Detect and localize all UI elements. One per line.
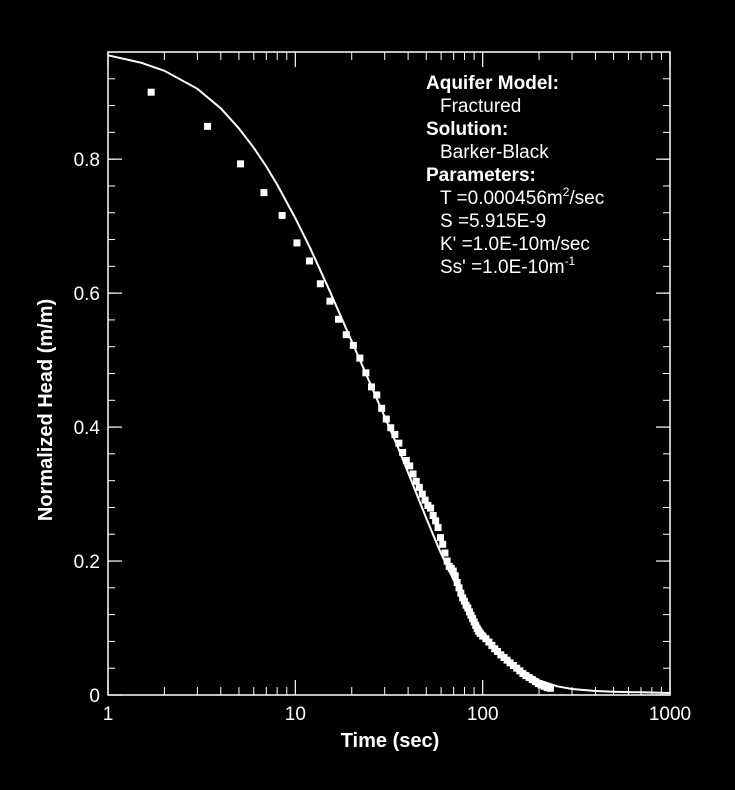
observed-point [260,189,268,197]
observed-point [439,540,447,548]
observed-point [432,517,440,525]
observed-point [378,404,386,412]
observed-points [147,88,554,692]
observed-point [367,383,375,391]
y-tick-label: 0.6 [74,284,100,305]
observed-point [436,534,444,542]
observed-point [415,483,423,491]
observed-point [464,604,472,612]
observed-point [293,239,301,247]
y-tick-label: 0.2 [74,552,100,573]
observed-point [147,88,155,96]
x-tick-label: 100 [467,704,499,725]
legend-param-k: K' =1.0E-10m/sec [440,234,590,255]
observed-point [449,567,457,575]
observed-point [409,470,417,478]
observed-point [412,477,420,485]
observed-point [460,597,468,605]
observed-point [387,424,395,432]
observed-point [356,354,364,362]
observed-point [434,524,442,532]
observed-point [373,391,381,399]
observed-point [316,280,324,288]
observed-point [382,415,390,423]
observed-point [421,496,429,504]
observed-point [457,589,465,597]
observed-point [362,369,370,377]
observed-point [443,557,451,565]
observed-point [429,511,437,519]
legend: Aquifer Model: Fractured Solution: Barke… [426,73,604,278]
observed-point [204,122,212,130]
x-axis-title: Time (sec) [341,730,440,752]
observed-point [326,297,334,305]
y-tick-label: 0.4 [74,418,101,439]
observed-point [455,584,463,592]
observed-point [418,490,426,498]
observed-point [402,457,410,465]
legend-param-ss: Ss' =1.0E-10m-1 [440,254,576,278]
x-tick-label: 10 [285,704,306,725]
observed-point [546,684,554,692]
legend-aquifer-model-label: Aquifer Model: [426,73,559,94]
y-tick-label: 0.8 [74,150,100,171]
observed-point [391,430,399,438]
legend-solution-label: Solution: [426,119,508,140]
observed-point [406,462,414,470]
x-tick-label: 1 [103,704,114,725]
legend-aquifer-model-value: Fractured [440,96,521,117]
observed-point [342,331,350,339]
x-tick-label: 1000 [649,704,691,725]
y-axis-title: Normalized Head (m/m) [35,299,57,521]
observed-point [453,578,461,586]
tick-labels: 1 10 100 1000 0 0.2 0.4 0.6 0.8 [74,150,692,725]
legend-param-s: S =5.915E-9 [440,211,546,232]
observed-point [278,211,286,219]
observed-point [305,257,313,265]
observed-point [451,572,459,580]
observed-point [399,449,407,457]
legend-solution-value: Barker-Black [440,142,549,163]
observed-point [427,504,435,512]
observed-point [349,341,357,349]
legend-param-t: T =0.000456m2/sec [440,185,604,209]
y-tick-label: 0 [89,686,100,707]
observed-point [237,160,245,168]
observed-point [395,439,403,447]
legend-parameters-label: Parameters: [426,165,536,186]
observed-point [441,549,449,557]
observed-point [335,315,343,323]
